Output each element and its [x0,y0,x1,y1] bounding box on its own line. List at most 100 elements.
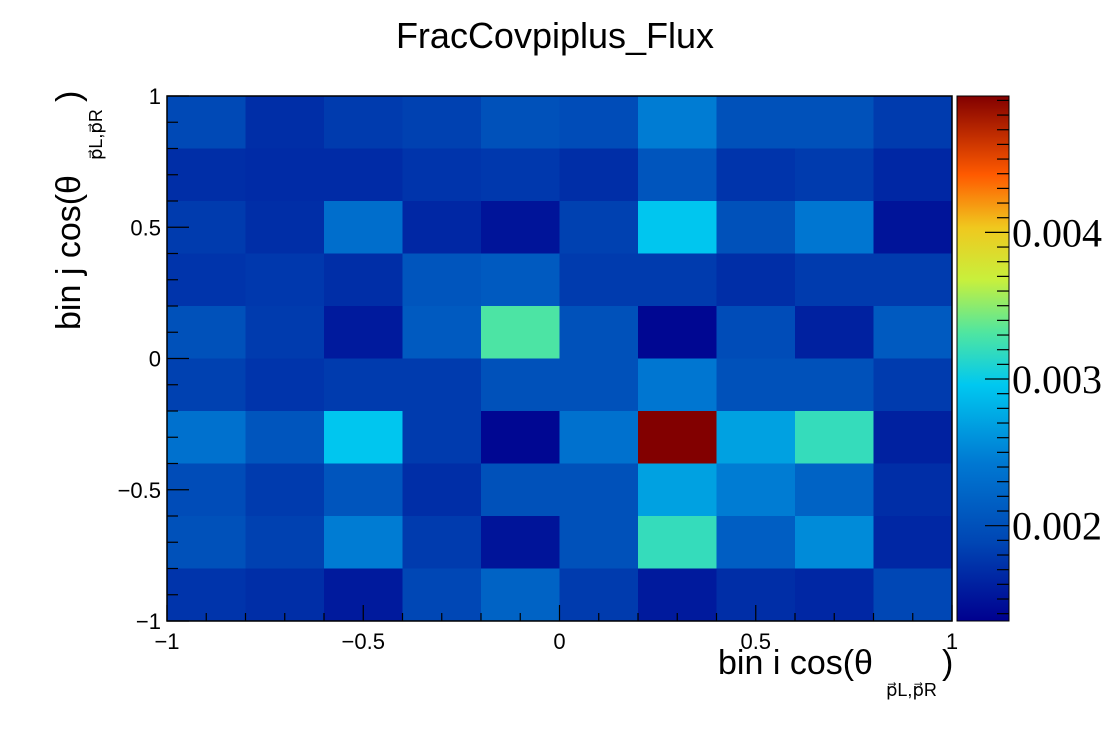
heatmap-cell [167,411,246,464]
heatmap-cell [559,568,639,622]
heatmap-cell [324,96,403,149]
heatmap-cell [402,358,482,412]
heatmap-cell [481,253,560,307]
heatmap-cell [716,411,796,464]
color-scale-bar [956,95,1010,622]
x-tick-label: −0.5 [342,629,385,654]
heatmap-cell [167,148,246,202]
heatmap-cell [245,96,325,149]
heatmap-cell [795,148,874,202]
heatmap-cell [245,358,325,412]
y-axis: −1 −0.5 0 0.5 1 [118,84,189,634]
heatmap-cell [559,306,639,359]
heatmap-cell [245,463,325,517]
heatmap-cell [402,411,482,464]
heatmap-cell [481,463,560,517]
heatmap-cell [638,306,717,359]
colorbar-tick-label: 0.003 [1012,357,1102,402]
heatmap-cell [245,568,325,622]
heatmap-cell [167,516,246,569]
heatmap-cell [559,96,639,149]
y-axis-label-close: ) [50,91,88,102]
heatmap-cell [795,306,874,359]
x-tick-label: 1 [946,629,958,654]
heatmap-cell [795,568,874,622]
y-tick-label: −0.5 [118,478,161,503]
heatmap-cell [481,568,560,622]
heatmap-cell [559,463,639,517]
heatmap-cell [873,201,953,254]
x-tick-label: 0.5 [740,629,771,654]
y-axis-label-main: bin j cos(θ [50,175,88,330]
heatmap-cell [481,201,560,254]
heatmap-cell [559,516,639,569]
heatmap-cell [873,148,953,202]
heatmap-cell [638,253,717,307]
heatmap-cell [716,463,796,517]
heatmap-cell [402,253,482,307]
x-axis-label-close: ) [942,644,953,682]
heatmap-cell [324,463,403,517]
heatmap-cells [167,96,953,622]
heatmap-cell [481,306,560,359]
heatmap-cell [402,568,482,622]
heatmap-cell [245,253,325,307]
heatmap-cell [559,358,639,412]
x-axis: −1 −0.5 0 0.5 1 [154,605,958,654]
heatmap-cell [559,201,639,254]
heatmap-cell [795,358,874,412]
heatmap-cell [245,306,325,359]
heatmap-cell [481,516,560,569]
heatmap-cell [402,201,482,254]
heatmap-cell [167,306,246,359]
x-axis-label-main: bin i cos(θ [718,644,873,682]
heatmap-cell [638,568,717,622]
colorbar-tick-label: 0.002 [1012,504,1102,549]
y-axis-label: bin j cos(θ p⃗L,p⃗R ) [50,91,106,330]
heatmap-cell [795,253,874,307]
heatmap-cell [324,516,403,569]
heatmap-cell [716,148,796,202]
y-tick-label: 1 [149,84,161,109]
heatmap-cell [245,201,325,254]
heatmap-cell [873,253,953,307]
heatmap-cell [167,358,246,412]
heatmap-cell [481,411,560,464]
heatmap-cell [245,411,325,464]
heatmap-cell [402,463,482,517]
x-axis-label-sub: p⃗L,p⃗R [886,680,937,700]
heatmap-cell [716,516,796,569]
x-tick-label: −1 [154,629,179,654]
heatmap-cell [324,253,403,307]
heatmap-cell [324,148,403,202]
chart-title: FracCovpiplus_Flux [396,15,714,56]
heatmap-cell [638,201,717,254]
heatmap-cell [324,358,403,412]
heatmap-cell [716,253,796,307]
heatmap-cell [402,306,482,359]
heatmap-cell [324,411,403,464]
colorbar-tick-label: 0.004 [1012,210,1102,255]
heatmap-cell [716,96,796,149]
heatmap-cell [638,516,717,569]
heatmap-cell [245,148,325,202]
heatmap-cell [795,96,874,149]
heatmap-cell [638,411,717,464]
heatmap-cell [873,411,953,464]
heatmap-cell [795,201,874,254]
heatmap-cell [795,411,874,464]
heatmap-cell [481,358,560,412]
heatmap-cell [638,148,717,202]
heatmap-cell [324,201,403,254]
heatmap-cell [167,96,246,149]
heatmap-cell [324,306,403,359]
x-axis-label: bin i cos(θ p⃗L,p⃗R ) [718,644,953,700]
heatmap-cell [873,96,953,149]
heatmap-cell [481,148,560,202]
heatmap-cell [873,568,953,622]
heatmap-cell [873,358,953,412]
heatmap-cell [795,516,874,569]
heatmap-cell [873,463,953,517]
heatmap-cell [716,201,796,254]
heatmap-cell [795,463,874,517]
